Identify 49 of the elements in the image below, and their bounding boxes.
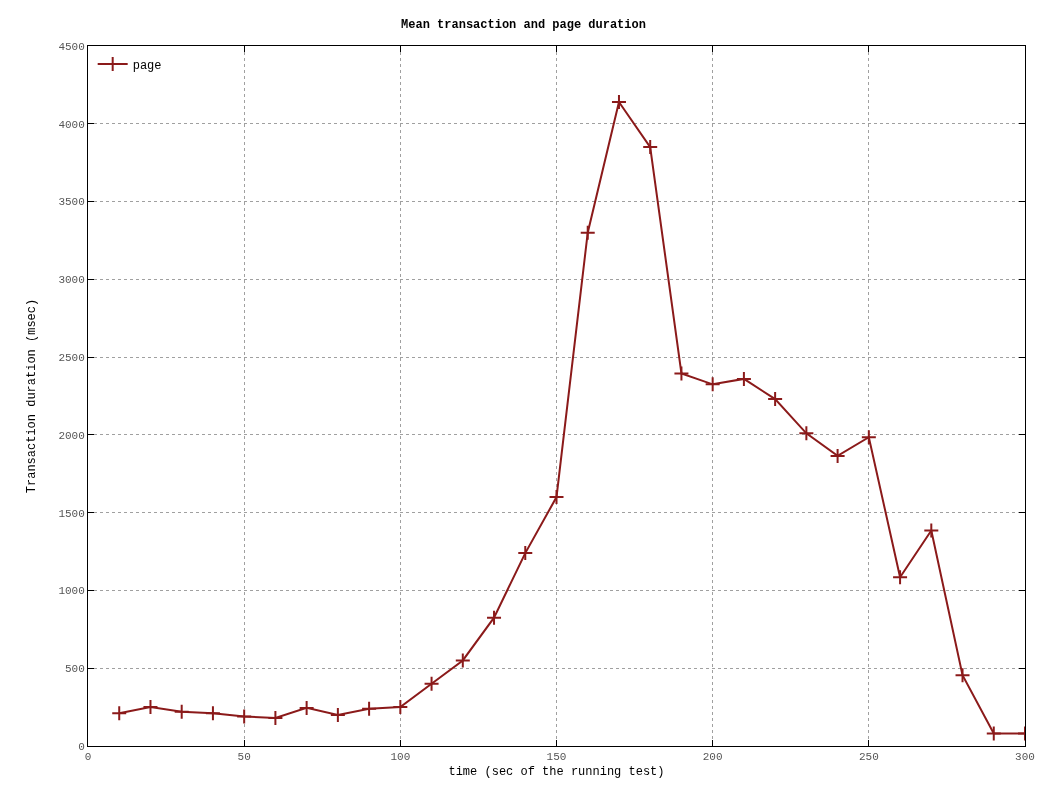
chart-title: Mean transaction and page duration [401, 18, 646, 33]
x-tick-label: 300 [1015, 751, 1035, 764]
point [267, 710, 284, 726]
y-tick-label: 4500 [58, 40, 85, 53]
legend-label: page [132, 58, 162, 73]
y-tick-label: 500 [64, 663, 85, 676]
point [142, 699, 159, 716]
point [454, 652, 471, 669]
y-tick-label: 4000 [58, 118, 85, 131]
x-tick-label: 50 [237, 751, 251, 764]
y-tick-label: 2000 [58, 429, 85, 442]
point [486, 609, 503, 626]
point [704, 376, 721, 393]
point [642, 139, 659, 156]
point [392, 699, 409, 716]
point [798, 425, 815, 442]
y-tick-label: 2500 [58, 351, 85, 364]
point [767, 391, 784, 408]
x-tick-label: 200 [702, 751, 723, 764]
point [673, 365, 690, 382]
point [985, 725, 1002, 742]
point [173, 703, 190, 720]
point [954, 667, 971, 684]
x-tick-label: 250 [858, 751, 879, 764]
point [579, 224, 596, 241]
point [517, 545, 534, 562]
point [923, 522, 940, 539]
y-tick-label: 1500 [58, 507, 85, 520]
point [423, 675, 440, 692]
point [361, 700, 378, 717]
point [329, 706, 346, 723]
y-tick-label: 3000 [58, 274, 85, 287]
point [298, 699, 315, 716]
point [829, 447, 846, 464]
point [860, 429, 877, 446]
y-tick-label: 0 [78, 740, 85, 753]
y-tick-label: 1000 [58, 585, 85, 598]
x-tick-label: 100 [390, 751, 411, 764]
point [548, 489, 565, 506]
y-axis-title: Transaction duration (msec) [24, 298, 39, 494]
point [735, 370, 752, 387]
x-tick-label: 150 [546, 751, 567, 764]
point [892, 569, 909, 586]
point [111, 705, 128, 722]
point [204, 705, 221, 722]
point [610, 94, 627, 110]
x-axis-title: time (sec of the running test) [448, 765, 665, 780]
y-tick-label: 3500 [58, 196, 85, 209]
point [236, 708, 253, 725]
